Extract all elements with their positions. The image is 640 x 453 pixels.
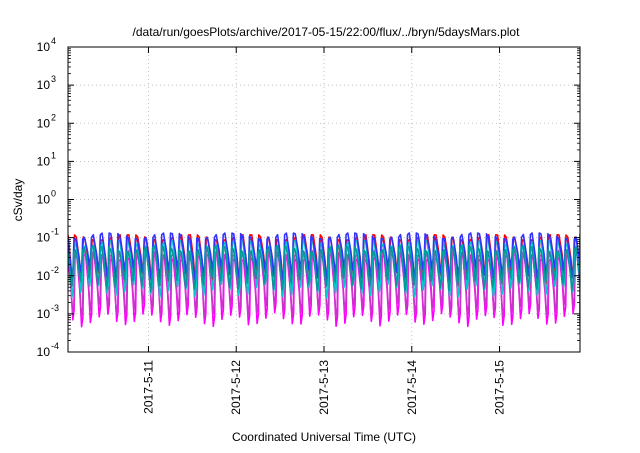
- y-tick-label: 10: [37, 345, 51, 359]
- x-tick-label: 2017-5-14: [405, 360, 419, 415]
- y-tick-label: 10: [37, 40, 51, 54]
- series-line: [68, 245, 580, 293]
- y-tick-label: 10: [37, 269, 51, 283]
- chart-title: /data/run/goesPlots/archive/2017-05-15/2…: [133, 25, 521, 39]
- series-line: [68, 232, 580, 281]
- y-tick-exponent: 4: [51, 36, 56, 46]
- y-tick-label: 10: [37, 231, 51, 245]
- y-tick-exponent: -4: [51, 341, 59, 351]
- x-tick-label: 2017-5-15: [493, 360, 507, 415]
- y-tick-label: 10: [37, 307, 51, 321]
- y-tick-exponent: -3: [51, 303, 59, 313]
- x-tick-label: 2017-5-11: [141, 360, 155, 414]
- y-tick-exponent: 0: [51, 189, 56, 199]
- x-axis-label: Coordinated Universal Time (UTC): [232, 430, 416, 444]
- y-tick-label: 10: [37, 116, 51, 130]
- x-axis: 2017-5-11 2017-5-12 2017-5-13 2017-5-14 2017…: [141, 47, 507, 415]
- y-tick-exponent: 3: [51, 74, 56, 84]
- y-tick-label: 10: [37, 154, 51, 168]
- y-tick-label: 10: [37, 193, 51, 207]
- y-tick-exponent: 2: [51, 112, 56, 122]
- y-tick-exponent: -2: [51, 265, 59, 275]
- series-group: [68, 232, 580, 328]
- y-tick-label: 10: [37, 78, 51, 92]
- y-tick-exponent: -1: [51, 227, 59, 237]
- x-tick-label: 2017-5-12: [229, 360, 243, 415]
- y-axis-label: cSv/day: [11, 179, 25, 222]
- x-tick-label: 2017-5-13: [317, 360, 331, 415]
- y-tick-exponent: 1: [51, 150, 56, 160]
